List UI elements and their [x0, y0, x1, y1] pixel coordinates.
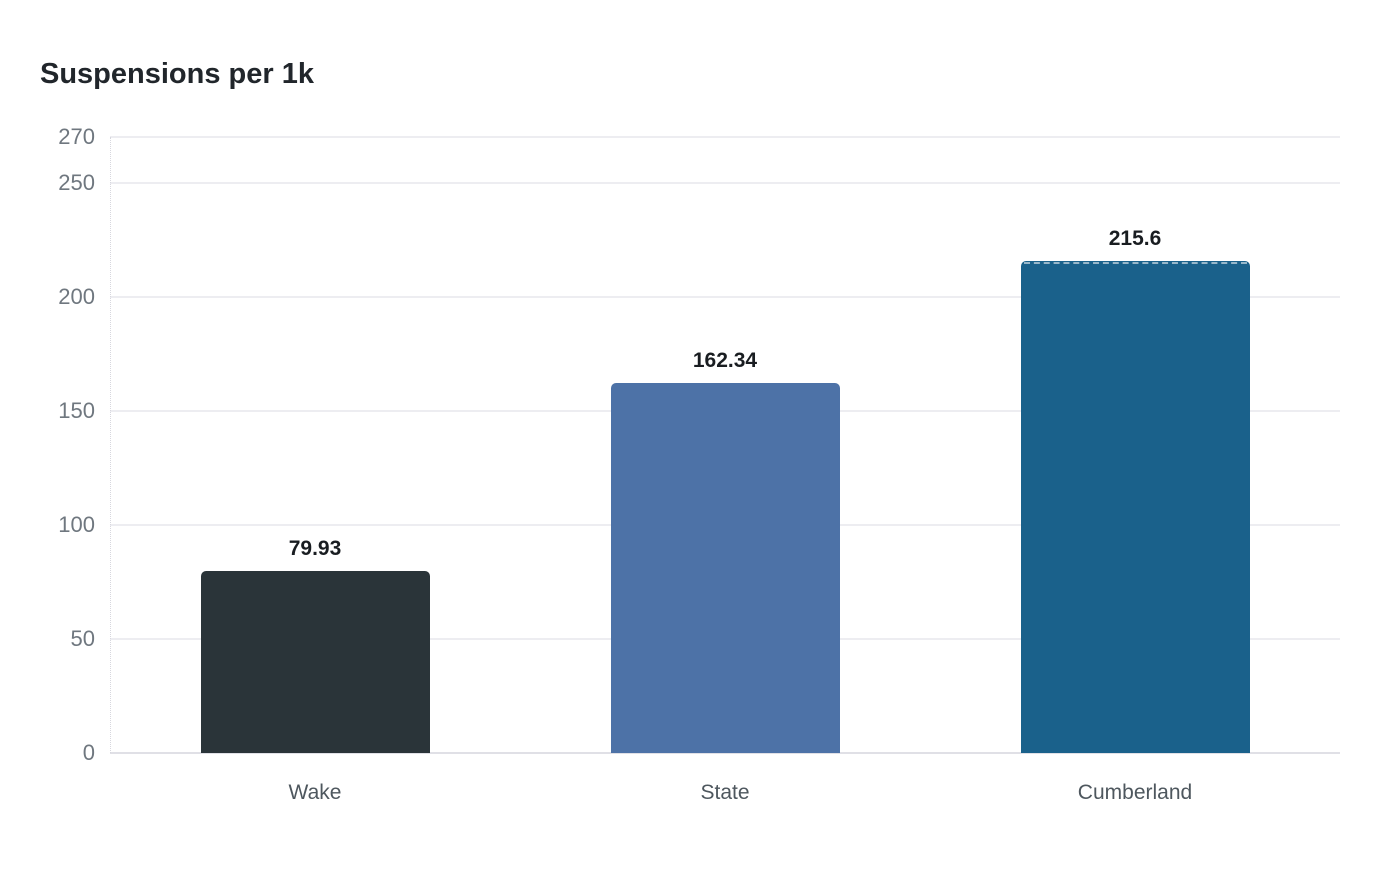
bar-wake[interactable]: [200, 570, 430, 753]
bar-cumberland[interactable]: [1020, 261, 1250, 753]
gridline-250: [110, 181, 1340, 184]
gridline-200: [110, 295, 1340, 298]
category-label-cumberland: Cumberland: [1077, 781, 1193, 804]
y-tick-label-100: 100: [58, 511, 95, 537]
gridline-270: [110, 136, 1340, 138]
y-tick-label-50: 50: [70, 625, 95, 651]
value-label-wake: 79.93: [288, 536, 342, 560]
bar-state[interactable]: [610, 382, 840, 753]
y-tick-label-250: 250: [58, 169, 95, 195]
y-tick-label-270: 270: [58, 124, 95, 149]
chart-title: Suspensions per 1k: [40, 58, 314, 90]
gridline-0: [110, 752, 1340, 754]
y-tick-label-150: 150: [58, 397, 95, 423]
value-label-cumberland: 215.6: [1108, 227, 1162, 251]
y-tick-label-200: 200: [58, 283, 95, 309]
highlight-dash-line: [1023, 262, 1247, 265]
value-label-state: 162.34: [692, 348, 758, 372]
category-label-wake: Wake: [288, 781, 342, 804]
category-label-state: State: [700, 781, 750, 804]
y-tick-label-0: 0: [82, 740, 95, 765]
y-axis-line: [110, 137, 111, 753]
